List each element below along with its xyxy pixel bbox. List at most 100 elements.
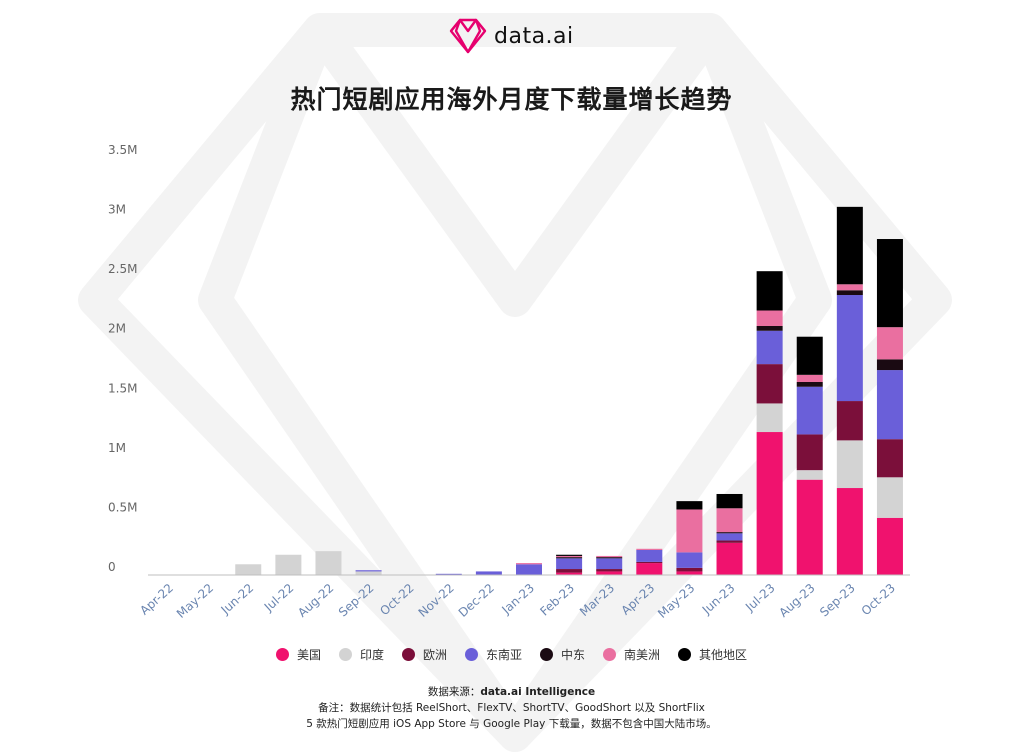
bar-segment <box>435 573 462 575</box>
legend-swatch <box>338 648 352 661</box>
footer-notes: 数据来源：data.ai Intelligence 备注：数据统计包括 Reel… <box>0 684 1023 732</box>
bar-segment <box>836 295 863 402</box>
bar-segment <box>836 440 863 489</box>
bar-segment <box>876 517 903 575</box>
bar-segment <box>716 540 743 543</box>
bar-segment <box>355 571 382 575</box>
x-tick-label: Mar-23 <box>577 581 617 619</box>
x-tick-label: Aug-23 <box>776 581 817 620</box>
bar-segment <box>876 359 903 371</box>
bar-segment <box>516 563 542 565</box>
x-tick-label: Apr-23 <box>619 581 658 618</box>
bar-segment <box>596 555 623 558</box>
bar-segment <box>676 509 703 553</box>
y-tick-label: 0 <box>108 560 116 574</box>
x-tick-label: Apr-22 <box>137 581 176 618</box>
source-label: 数据来源： <box>427 686 481 698</box>
bar-segment <box>676 501 703 510</box>
bar-segment <box>796 386 823 435</box>
x-tick-label: Aug-22 <box>295 581 336 620</box>
legend-label: 其他地区 <box>699 648 748 662</box>
bar-segment <box>756 271 783 311</box>
bar-segment <box>716 508 743 533</box>
legend-label: 欧洲 <box>422 648 447 662</box>
y-tick-label: 3M <box>108 203 126 217</box>
legend-swatch <box>275 648 289 661</box>
bar-segment <box>836 284 863 291</box>
bar-segment <box>636 561 663 564</box>
legend-item: 南美洲 <box>603 646 660 663</box>
bar-segment <box>636 563 663 575</box>
bar-segment <box>756 364 783 404</box>
y-tick-label: 3.5M <box>108 143 137 157</box>
legend-label: 南美洲 <box>624 648 661 662</box>
bar-segment <box>636 548 663 550</box>
legend-swatch <box>464 648 478 661</box>
bar-segment <box>275 554 302 575</box>
bar-segment <box>636 549 663 562</box>
legend-label: 东南亚 <box>485 648 522 662</box>
bar-segment <box>676 567 703 572</box>
bar-segment <box>796 336 823 375</box>
bar-segment <box>556 572 583 575</box>
bar-segment <box>796 434 823 471</box>
x-tick-label: Oct-22 <box>377 581 416 618</box>
legend-item: 美国 <box>275 646 321 663</box>
x-tick-label: Nov-22 <box>416 581 457 620</box>
x-tick-label: May-23 <box>655 581 697 621</box>
bar-segment <box>676 552 703 568</box>
x-tick-label: Sep-23 <box>817 581 858 620</box>
x-tick-label: Dec-22 <box>456 581 497 620</box>
y-tick-label: 0.5M <box>108 500 137 514</box>
bar-segment <box>596 571 623 575</box>
legend: 美国 印度 欧洲 东南亚 中东 南美洲 其他地区 <box>0 646 1023 663</box>
legend-item: 其他地区 <box>678 646 747 663</box>
x-tick-label: Jun-23 <box>699 581 738 618</box>
diamond-logo-icon <box>449 18 487 54</box>
bar-segment <box>836 206 863 285</box>
y-tick-label: 2.5M <box>108 262 137 276</box>
y-tick-label: 2M <box>108 322 126 336</box>
bar-segment <box>596 557 623 559</box>
legend-swatch <box>540 648 553 661</box>
bar-segment <box>475 571 502 575</box>
bar-segment <box>756 403 783 433</box>
bar-segment <box>516 564 542 575</box>
brand-logo: data.ai <box>448 16 574 56</box>
x-tick-label: Jul-23 <box>742 581 777 615</box>
chart-title: 热门短剧应用海外月度下载量增长趋势 <box>290 85 733 114</box>
bar-segment <box>556 555 583 558</box>
brand-name: data.ai <box>494 23 574 49</box>
legend-item: 欧洲 <box>401 646 447 663</box>
x-tick-label: Sep-22 <box>336 581 377 620</box>
y-tick-label: 1M <box>108 441 126 455</box>
bar-segment <box>315 551 342 575</box>
x-tick-label: Oct-23 <box>859 581 898 618</box>
x-tick-label: Feb-23 <box>537 581 577 619</box>
bar-segment <box>836 401 863 441</box>
bar-segment <box>796 479 823 575</box>
bar-segment <box>876 439 903 478</box>
legend-swatch <box>678 648 692 661</box>
legend-swatch <box>603 648 617 661</box>
bar-segment <box>796 470 823 480</box>
x-tick-label: May-22 <box>174 581 216 621</box>
legend-label: 中东 <box>561 648 586 662</box>
bar-segment <box>876 239 903 328</box>
bar-segment <box>876 477 903 518</box>
bar-segment <box>556 557 583 559</box>
bar-segment <box>796 374 823 382</box>
bar-segment <box>876 370 903 440</box>
bar-segment <box>716 542 743 575</box>
source-value: data.ai Intelligence <box>480 686 596 698</box>
bar-segment <box>796 381 823 387</box>
bar-segment <box>596 569 623 572</box>
source-line: 数据来源：data.ai Intelligence <box>0 684 1023 700</box>
note-line-2: 5 款热门短剧应用 iOS App Store 与 Google Play 下载… <box>306 718 717 730</box>
y-axis: 0 0.5M 1M 1.5M 2M 2.5M 3M 3.5M <box>108 143 137 574</box>
x-tick-label: Jan-23 <box>499 581 537 618</box>
legend-item: 印度 <box>338 646 384 663</box>
legend-label: 印度 <box>359 648 384 662</box>
